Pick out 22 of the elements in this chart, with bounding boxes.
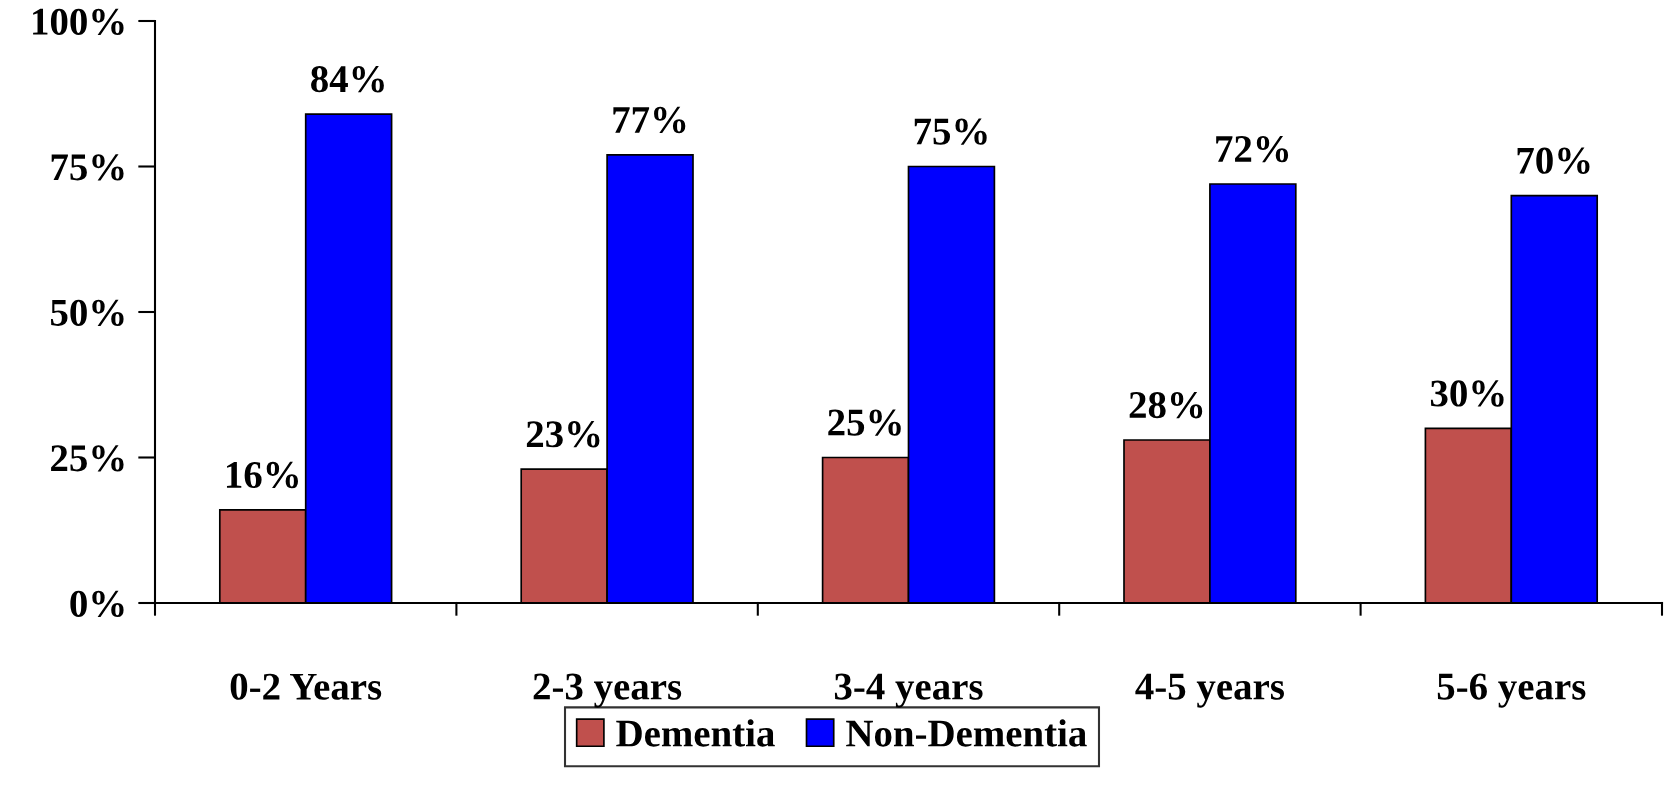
data-label: 75%	[914, 118, 987, 145]
x-tick-label: 0-2 Years	[230, 673, 382, 700]
legend-label: Dementia	[616, 719, 775, 747]
legend-label: Non-Dementia	[846, 719, 1087, 747]
data-label: 25%	[828, 409, 901, 436]
data-label: 77%	[613, 106, 686, 134]
x-tick-label: 3-4 years	[834, 673, 983, 708]
y-tick-label: 25%	[51, 445, 124, 472]
y-tick-label: 50%	[51, 299, 124, 326]
x-tick-label: 5-6 years	[1437, 673, 1586, 708]
x-tick-label: 4-5 years	[1135, 673, 1284, 708]
data-label: 70%	[1517, 147, 1590, 174]
y-tick-label: 100%	[33, 8, 124, 35]
y-tick-label: 0%	[70, 590, 124, 617]
data-label: 28%	[1129, 392, 1203, 419]
y-tick-label: 75%	[51, 154, 124, 181]
data-label: 16%	[226, 461, 298, 489]
data-label: 84%	[311, 66, 384, 93]
data-label: 30%	[1430, 380, 1504, 407]
data-label: 23%	[526, 421, 600, 448]
data-label: 72%	[1216, 135, 1289, 163]
x-tick-label: 2-3 years	[533, 673, 682, 708]
